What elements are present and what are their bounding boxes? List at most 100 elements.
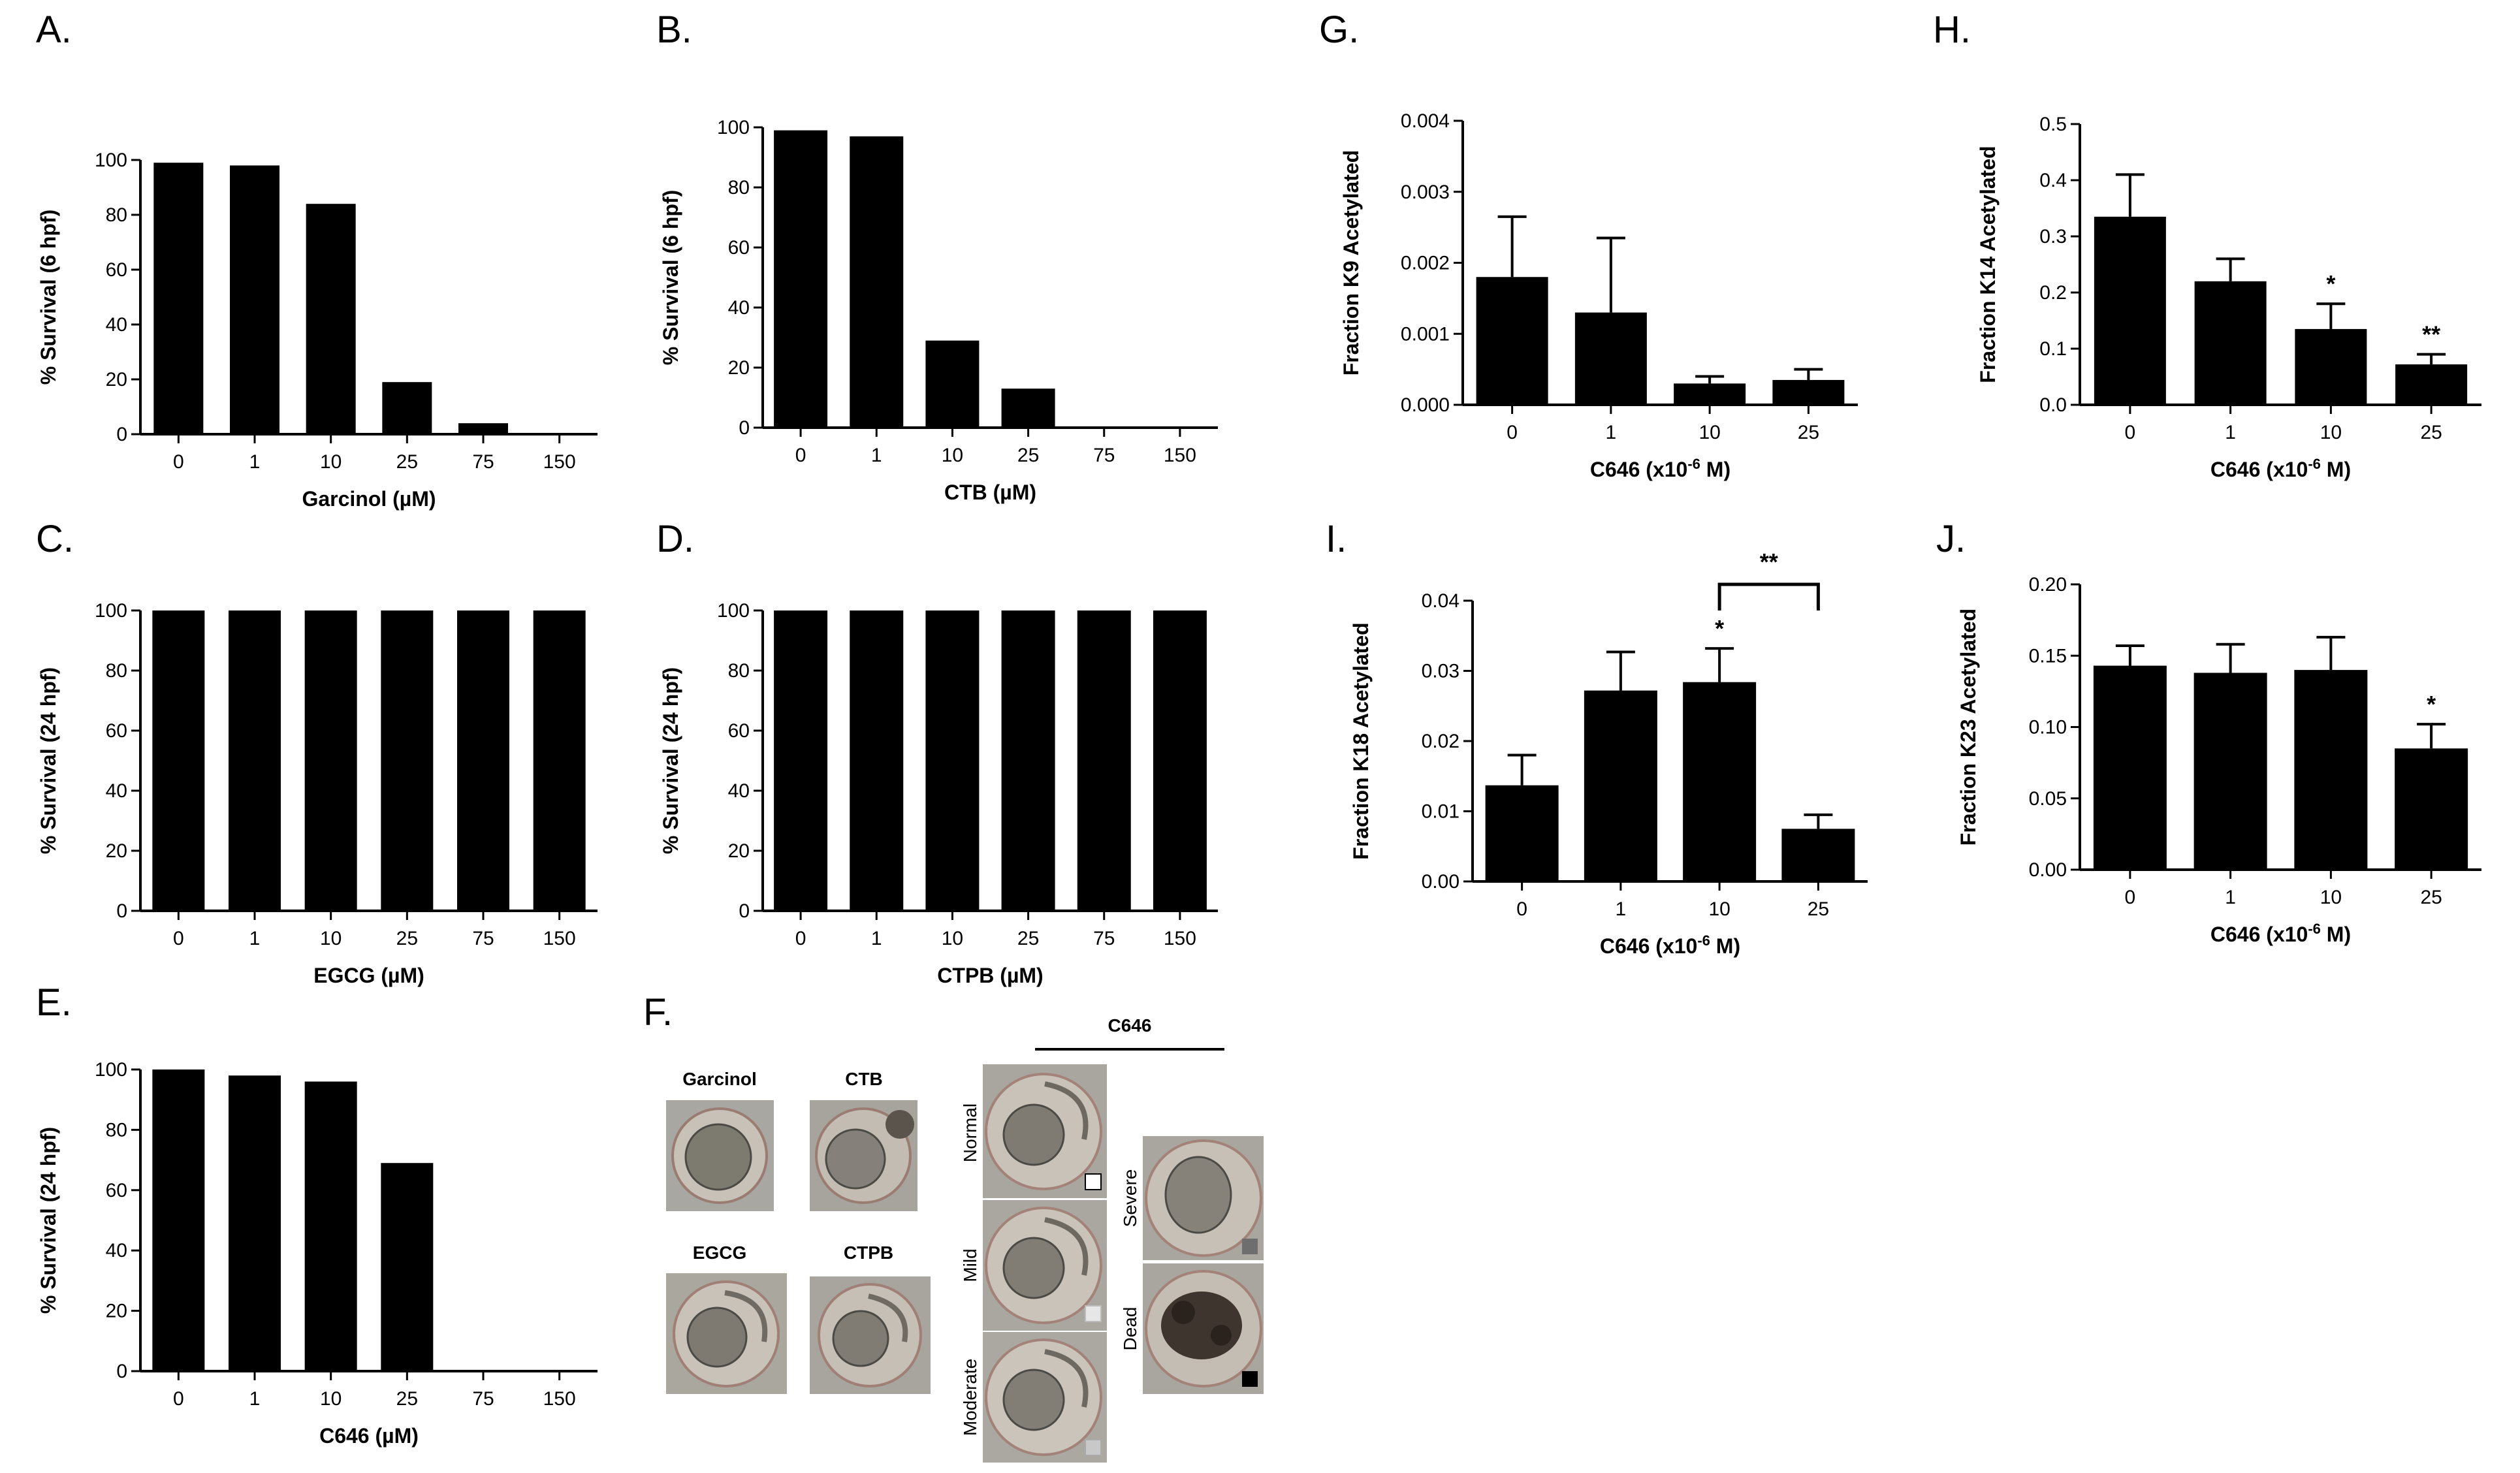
panel-label: I. [1326,518,1347,560]
treatment-label-egcg: EGCG [693,1243,746,1263]
chart-g: G. 0.000 0.001 0.002 0.003 0.004 0 1 10 25 C646 (x… [1319,8,1858,481]
y-tick-label: 60 [106,259,127,281]
x-axis-label: C646 (x10-6 M) [1600,932,1740,958]
x-tick-label: 0 [1516,898,1527,920]
x-tick-label: 75 [472,1388,494,1410]
y-tick-label: 0.3 [2039,226,2067,247]
panel-f: F. Garcinol CTB EGCG CTPB [643,991,1264,1463]
x-tick-label: 0 [795,445,806,466]
chart-a: A. 0 20 40 60 80 100 0 1 10 25 75 150 Garcinol (µM) % … [36,8,598,511]
x-axis-label: CTB (µM) [944,481,1036,504]
x-tick-label: 10 [2320,422,2342,443]
bar [382,382,432,434]
chart-i: I.0.000.010.020.030.040 1 10 25***C646 (x10… [1326,518,1868,958]
y-tick-label: 0 [739,417,750,439]
bracket-marker: ** [1760,548,1778,575]
c646-group-title: C646 [1108,1015,1152,1036]
significance-marker: * [1715,615,1724,642]
y-tick-label: 80 [728,177,750,198]
y-tick-label: 80 [106,1119,127,1141]
bar [1001,610,1055,911]
chart-d: D. 0 20 40 60 80 100 0 1 10 25 75 150 CTPB (µM) % Surv… [656,518,1218,987]
bar [152,1069,205,1371]
bar [230,165,279,434]
bar [2395,364,2468,405]
y-axis-label: % Survival (6 hpf) [659,190,682,366]
y-tick-label: 0.20 [2029,574,2067,595]
panel-label: G. [1319,8,1359,51]
y-tick-label: 100 [95,600,127,622]
x-tick-label: 0 [2125,887,2136,908]
x-axis-label: C646 (x10-6 M) [2210,921,2351,947]
y-axis-label: Fraction K23 Acetylated [1956,609,1980,846]
y-tick-label: 0.000 [1401,394,1450,416]
treatment-label-garcinol: Garcinol [682,1069,757,1089]
y-axis-label: % Survival (6 hpf) [37,210,60,385]
y-tick-label: 0 [116,424,127,445]
y-tick-label: 100 [717,117,750,138]
x-tick-label: 0 [2125,422,2136,443]
x-tick-label: 10 [320,928,342,949]
y-tick-label: 60 [106,720,127,742]
y-tick-label: 80 [106,204,127,226]
y-axis-label: % Survival (24 hpf) [37,667,60,854]
bar [774,130,828,428]
y-tick-label: 60 [106,1180,127,1201]
bar [304,1081,357,1371]
x-tick-label: 25 [1798,422,1819,443]
bar [304,610,357,911]
y-tick-label: 100 [95,150,127,171]
y-tick-label: 80 [728,660,750,682]
y-tick-label: 40 [728,297,750,319]
photo-ctpb [810,1276,931,1394]
bar [152,610,205,911]
x-tick-label: 150 [1164,445,1196,466]
bar [2094,216,2166,405]
phenotype-label-severe: Severe [1120,1169,1140,1228]
y-tick-label: 0.15 [2029,645,2067,667]
panel-label-f: F. [643,991,673,1034]
y-tick-label: 40 [106,780,127,802]
treatment-label-ctb: CTB [845,1069,883,1089]
x-tick-label: 0 [173,928,184,949]
significance-marker: * [2427,691,2436,718]
bar [774,610,828,911]
y-axis-label: Fraction K14 Acetylated [1976,146,2000,383]
y-tick-label: 0.02 [1422,731,1459,752]
treatment-label-ctpb: CTPB [844,1243,893,1263]
chart-e: E. 0 20 40 60 80 100 0 1 10 25 75 150 C646 (µM) % Surv… [36,981,598,1448]
x-tick-label: 1 [249,451,261,473]
chart-c: C. 0 20 40 60 80 100 0 1 10 25 75 150 EGCG (µM) % Surv… [36,518,598,987]
bar [2295,328,2367,405]
bar [850,610,904,911]
y-tick-label: 100 [95,1059,127,1081]
x-axis-label: C646 (x10-6 M) [2210,456,2351,482]
photo-dead [1143,1263,1264,1394]
bar [2395,748,2468,870]
bar [1001,388,1055,428]
y-tick-label: 20 [728,840,750,862]
bar [1153,610,1207,911]
y-tick-label: 0.00 [1422,871,1459,893]
bar [153,163,204,434]
y-tick-label: 80 [106,660,127,682]
y-tick-label: 0.03 [1422,661,1459,682]
y-tick-label: 0.1 [2039,338,2067,360]
x-tick-label: 1 [249,928,261,949]
bar [925,340,980,428]
bar [533,610,586,911]
significance-marker: ** [2422,321,2440,348]
x-tick-label: 10 [1708,898,1730,920]
x-tick-label: 25 [2420,422,2442,443]
photo-mild [983,1200,1107,1331]
y-tick-label: 0.2 [2039,282,2067,304]
bar [381,610,434,911]
x-tick-label: 150 [543,1388,576,1410]
x-tick-label: 10 [1699,422,1720,443]
photo-ctb [810,1100,917,1211]
x-tick-label: 1 [249,1388,261,1410]
x-tick-label: 25 [396,1388,418,1410]
bar [1772,379,1845,405]
significance-bracket [1717,582,1820,610]
y-tick-label: 0.00 [2029,859,2067,881]
